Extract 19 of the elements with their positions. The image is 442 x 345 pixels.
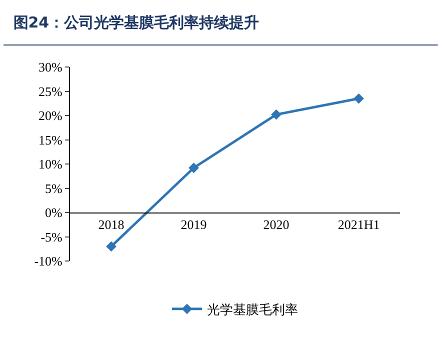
- y-tick-label: 10%: [38, 156, 63, 172]
- y-tick-label: 25%: [38, 84, 63, 99]
- point: [354, 93, 364, 104]
- x-tick-label: 2021H1: [338, 217, 380, 232]
- point: [106, 241, 116, 252]
- y-tick-label: 0%: [45, 205, 63, 220]
- y-tick-label: 30%: [38, 60, 63, 75]
- legend-label: 光学基膜毛利率: [207, 302, 298, 317]
- y-tick-label: 5%: [45, 180, 63, 196]
- y-tick-label: -10%: [34, 254, 63, 269]
- y-tick-label: -5%: [40, 229, 63, 244]
- point: [271, 109, 282, 120]
- x-tick-label: 2020: [263, 217, 290, 232]
- x-tick-label: 2019: [180, 217, 207, 232]
- x-tick-label: 2018: [98, 217, 124, 232]
- chart-title: 图24：公司光学基膜毛利率持续提升: [13, 13, 260, 32]
- y-tick-label: 15%: [38, 132, 63, 148]
- y-tick-label: 20%: [38, 108, 63, 124]
- point: [188, 162, 199, 174]
